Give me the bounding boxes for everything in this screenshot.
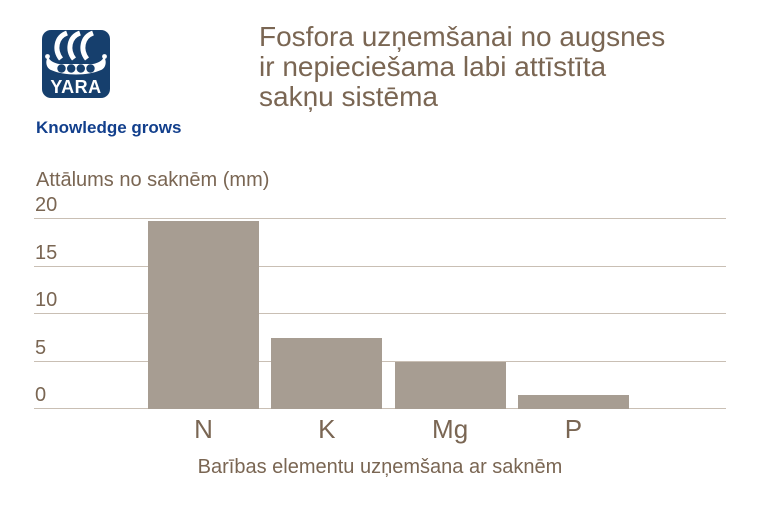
y-tick-label-5: 5	[35, 336, 47, 359]
y-tick-label-15: 15	[35, 241, 58, 264]
bar-P	[517, 394, 629, 409]
x-axis-title: Barības elementu uzņemšana ar saknēm	[197, 456, 563, 478]
gridline-10	[34, 313, 726, 314]
y-tick-label-20: 20	[35, 194, 58, 216]
x-tick-label-N: N	[194, 414, 213, 444]
viking-ship-icon: YARA	[42, 30, 110, 98]
y-tick-label-10: 10	[35, 289, 58, 311]
page-title: Fosfora uzņemšanai no augsnes ir nepieci…	[259, 22, 729, 112]
x-tick-label-K: K	[318, 414, 336, 444]
gridline-15	[34, 265, 726, 267]
bar-K	[271, 337, 383, 409]
x-tick-label-P: P	[564, 414, 583, 444]
y-tick-label-0: 0	[35, 384, 47, 406]
gridline-20	[34, 218, 726, 219]
logo-wordmark: YARA	[50, 77, 101, 97]
bar-Mg	[394, 361, 506, 409]
yara-logo: YARA	[42, 30, 110, 98]
page-title-line-1: Fosfora uzņemšanai no augsnes	[259, 21, 666, 52]
y-axis-title: Attālums no saknēm (mm)	[36, 169, 270, 191]
x-tick-label-Mg: Mg	[432, 414, 469, 444]
brand-tagline: Knowledge grows	[36, 118, 182, 137]
plot-area: 0 5 10 15 20 N K Mg P	[34, 195, 726, 442]
page-title-line-2: ir nepieciešama labi attīstīta	[259, 51, 607, 82]
bar-N	[148, 220, 259, 409]
page-title-line-3: sakņu sistēma	[259, 81, 438, 112]
